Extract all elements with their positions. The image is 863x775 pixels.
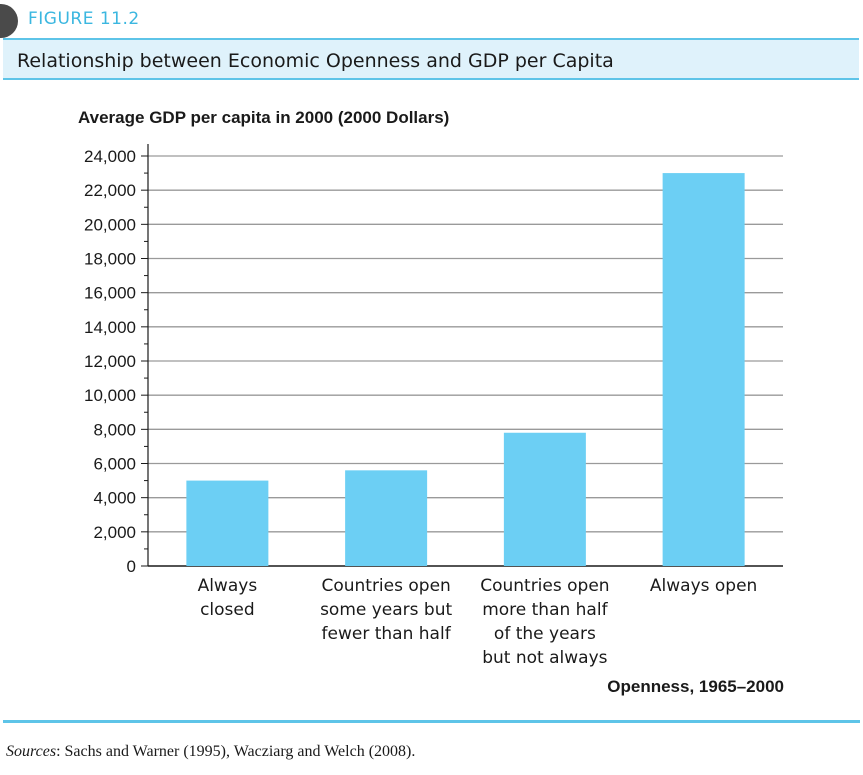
y-tick-label: 6,000: [93, 455, 136, 474]
bar-chart: Average GDP per capita in 2000 (2000 Dol…: [78, 108, 784, 696]
figure-title: Relationship between Economic Openness a…: [17, 50, 614, 72]
x-axis-categories: Always closed Countries open some years but…: [198, 576, 758, 668]
y-tick-label: 12,000: [84, 352, 136, 371]
figure-title-bar: Relationship between Economic Openness a…: [3, 38, 859, 80]
x-category-label: some years but: [320, 600, 452, 620]
x-category-label: fewer than half: [322, 624, 452, 644]
x-category-label: Countries open: [480, 576, 609, 596]
y-axis-ticks: 0 2,000 4,000 6,000 8,000 10,000 12,000 14,000 1…: [84, 144, 783, 576]
bar: [662, 173, 745, 566]
x-category-label: Countries open: [321, 576, 450, 596]
y-tick-label: 20,000: [84, 215, 136, 234]
y-tick-label: 22,000: [84, 181, 136, 200]
x-category-label: but not always: [482, 648, 607, 668]
y-tick-label: 8,000: [93, 420, 136, 439]
y-tick-label: 0: [127, 557, 136, 576]
y-axis-label: Average GDP per capita in 2000 (2000 Dol…: [78, 108, 449, 127]
x-category-label: closed: [200, 600, 255, 620]
x-category-label: Always open: [650, 576, 757, 596]
y-tick-label: 24,000: [84, 147, 136, 166]
sources-text: : Sachs and Warner (1995), Wacziarg and …: [56, 743, 416, 760]
bar: [503, 432, 586, 566]
figure-number: FIGURE 11.2: [28, 9, 140, 29]
sources-label: Sources: [6, 743, 57, 760]
bar: [186, 480, 269, 566]
x-category-label: more than half: [482, 600, 608, 620]
x-category-label: Always: [198, 576, 258, 596]
y-tick-label: 14,000: [84, 318, 136, 337]
x-category-label: of the years: [494, 624, 596, 644]
bars: [186, 173, 745, 566]
figure-header: FIGURE 11.2 Relationship between Economi…: [0, 0, 863, 80]
bottom-rule: [3, 720, 860, 723]
y-tick-label: 4,000: [93, 489, 136, 508]
y-tick-label: 2,000: [93, 523, 136, 542]
figure-tab-marker: [0, 4, 18, 38]
y-tick-label: 18,000: [84, 250, 136, 269]
y-tick-label: 10,000: [84, 386, 136, 405]
sources-note: Sources: Sachs and Warner (1995), Waczia…: [6, 743, 415, 761]
y-tick-label: 16,000: [84, 284, 136, 303]
bar: [345, 470, 428, 566]
x-axis-label: Openness, 1965–2000: [607, 677, 784, 696]
